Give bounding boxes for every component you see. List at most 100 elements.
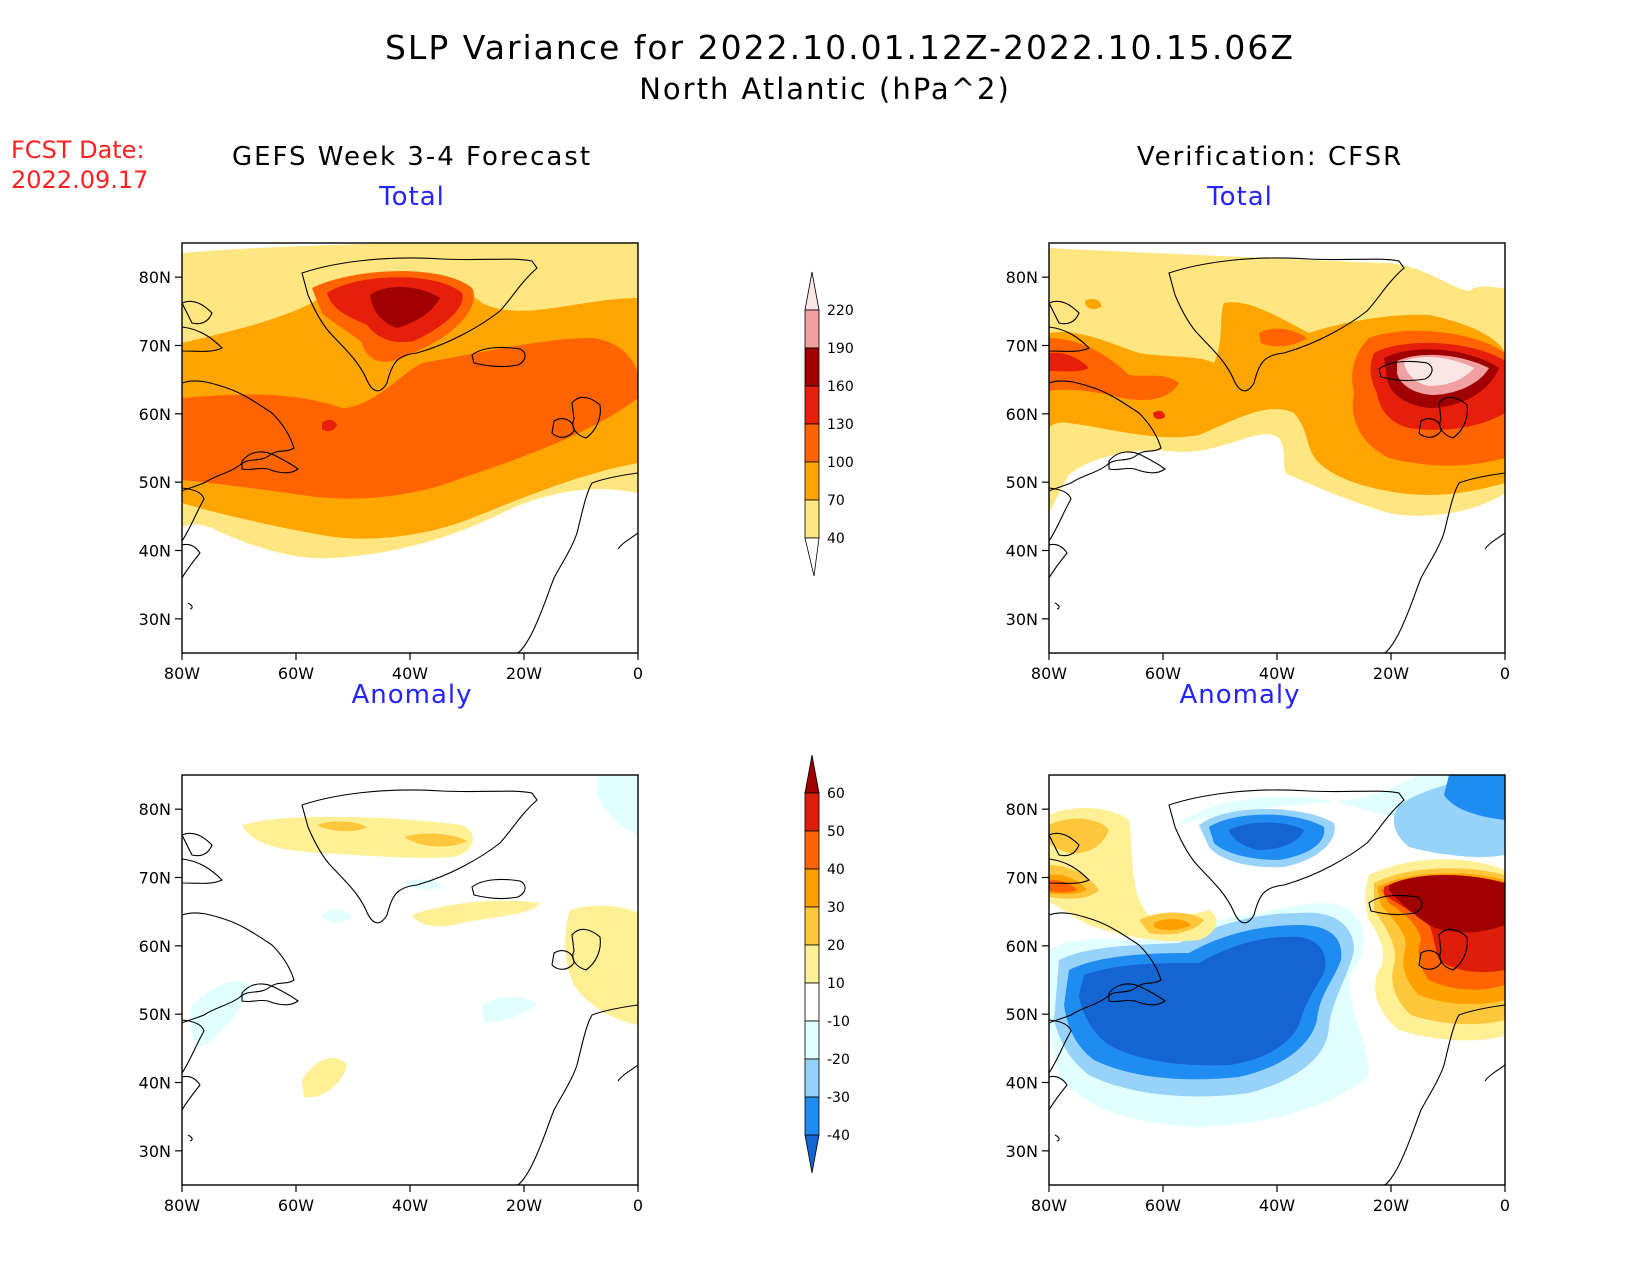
- lon-tick-label: 0: [633, 664, 643, 683]
- forecast-date-value: 2022.09.17: [11, 166, 149, 194]
- contour-130-small: [322, 419, 337, 432]
- main-subtitle: North Atlantic (hPa^2): [639, 72, 1011, 106]
- lat-tick-label: 40N: [1006, 1074, 1038, 1093]
- colorbar-label: 40: [827, 531, 845, 547]
- colorbar-cap-lower: [804, 1134, 820, 1174]
- colorbar-segment: [804, 499, 820, 539]
- lat-tick-label: 40N: [139, 1074, 171, 1093]
- colorbar-label: 60: [827, 786, 845, 802]
- colorbar-segment: [804, 830, 820, 870]
- colorbar-label: -10: [827, 1014, 850, 1030]
- lon-tick-label: 80W: [1031, 1196, 1067, 1215]
- colorbar-segment: [804, 423, 820, 463]
- lon-tick-label: 40W: [392, 664, 428, 683]
- lon-tick-label: 60W: [1145, 1196, 1181, 1215]
- anom-pos30-mid: [1154, 919, 1191, 931]
- lat-tick-label: 60N: [1006, 405, 1038, 424]
- lon-tick-label: 60W: [278, 1196, 314, 1215]
- colorbar-segment: [804, 982, 820, 1022]
- anom-20-30-a: [317, 821, 367, 832]
- gefs-anomaly-map: 30N 40N 50N 60N 70N 80N 80W 60W 40W 20W 0: [139, 774, 643, 1215]
- colorbar-label: 10: [827, 976, 845, 992]
- contour-100: [182, 338, 638, 499]
- colorbar-label: 40: [827, 862, 845, 878]
- anomaly-colorbar: -40 -30 -20 -10 10 20 30 40 50 60: [804, 754, 850, 1174]
- colorbar-cap-lower: [804, 537, 820, 577]
- colorbar-segment: [804, 385, 820, 425]
- lon-tick-label: 80W: [164, 1196, 200, 1215]
- lat-tick-label: 60N: [1006, 937, 1038, 956]
- anom-neg-mid: [482, 996, 537, 1023]
- gefs-anomaly-title: Anomaly: [351, 680, 473, 710]
- lon-tick-label: 60W: [278, 664, 314, 683]
- lon-tick-label: 0: [633, 1196, 643, 1215]
- lat-tick-label: 60N: [139, 937, 171, 956]
- lat-tick-label: 80N: [1006, 268, 1038, 287]
- lat-tick-label: 80N: [1006, 800, 1038, 819]
- anom-neg40-main: [1079, 936, 1326, 1066]
- anom-neg-small-2: [404, 879, 444, 890]
- lon-tick-label: 0: [1500, 1196, 1510, 1215]
- anom-neg30-ne: [1444, 775, 1505, 820]
- forecast-date-label: FCST Date:: [11, 136, 145, 164]
- colorbar-segment: [804, 1096, 820, 1136]
- colorbar-label: 20: [827, 938, 845, 954]
- lat-tick-label: 80N: [139, 800, 171, 819]
- colorbar-segment: [804, 792, 820, 832]
- lat-tick-label: 50N: [1006, 473, 1038, 492]
- lon-tick-label: 80W: [1031, 664, 1067, 683]
- anom-10-20-greenland: [242, 816, 473, 858]
- lon-tick-label: 20W: [506, 1196, 542, 1215]
- anom-10-20-uk: [565, 905, 638, 1025]
- lon-tick-label: 0: [1500, 664, 1510, 683]
- lon-tick-label: 20W: [1373, 1196, 1409, 1215]
- colorbar-label: 130: [827, 417, 854, 433]
- lat-tick-label: 50N: [139, 1005, 171, 1024]
- total-colorbar: 40 70 100 130 160 190 220: [804, 271, 854, 577]
- lat-tick-label: 70N: [139, 337, 171, 356]
- anom-neg-ne: [597, 775, 638, 835]
- lon-tick-label: 40W: [1259, 664, 1295, 683]
- left-column-header: GEFS Week 3-4 Forecast: [231, 142, 593, 172]
- colorbar-cap-upper: [804, 754, 820, 794]
- colorbar-segment: [804, 944, 820, 984]
- colorbar-label: -40: [827, 1128, 850, 1144]
- colorbar-label: -30: [827, 1090, 850, 1106]
- colorbar-segment: [804, 347, 820, 387]
- cfsr-anomaly-map: 30N 40N 50N 60N 70N 80N 80W 60W 40W 20W 0: [1006, 774, 1510, 1215]
- lat-tick-label: 70N: [1006, 337, 1038, 356]
- anom-20-30-b: [404, 833, 467, 847]
- cfsr-total-map: 30N 40N 50N 60N 70N 80N 80W 60W 40W 20W 0: [1006, 242, 1510, 683]
- right-column-header: Verification: CFSR: [1136, 142, 1404, 172]
- gefs-anomaly-axes: 30N 40N 50N 60N 70N 80N 80W 60W 40W 20W 0: [139, 800, 643, 1215]
- anom-neg-small: [322, 909, 352, 923]
- contour-100-north: [1259, 328, 1307, 347]
- anom-pos20-west: [1049, 818, 1109, 854]
- lat-tick-label: 50N: [1006, 1005, 1038, 1024]
- anom-neg40-north: [1229, 822, 1304, 850]
- colorbar-segment: [804, 461, 820, 501]
- contour-220: [1404, 357, 1474, 386]
- gefs-total-map: 30N 40N 50N 60N 70N 80N 80W 60W 40W 20W 0: [139, 242, 643, 683]
- contour-160: [370, 287, 440, 328]
- cfsr-total-title: Total: [1207, 182, 1273, 212]
- anom-neg-w: [190, 981, 252, 1047]
- lat-tick-label: 70N: [1006, 869, 1038, 888]
- cfsr-anomaly-title: Anomaly: [1179, 680, 1301, 710]
- cfsr-total-axes: 30N 40N 50N 60N 70N 80N 80W 60W 40W 20W 0: [1006, 268, 1510, 683]
- lon-tick-label: 60W: [1145, 664, 1181, 683]
- lon-tick-label: 40W: [392, 1196, 428, 1215]
- colorbar-label: 220: [827, 303, 854, 319]
- lon-tick-label: 20W: [1373, 664, 1409, 683]
- colorbar-label: 30: [827, 900, 845, 916]
- cfsr-anomaly-axes: 30N 40N 50N 60N 70N 80N 80W 60W 40W 20W 0: [1006, 800, 1510, 1215]
- anom-pos60-east: [1389, 875, 1505, 933]
- anom-10-20-iceland: [412, 900, 540, 927]
- colorbar-label: 190: [827, 341, 854, 357]
- lat-tick-label: 50N: [139, 473, 171, 492]
- lon-tick-label: 20W: [506, 664, 542, 683]
- contour-130-west: [1049, 352, 1089, 372]
- colorbar-label: 160: [827, 379, 854, 395]
- contour-130-small: [1153, 410, 1165, 420]
